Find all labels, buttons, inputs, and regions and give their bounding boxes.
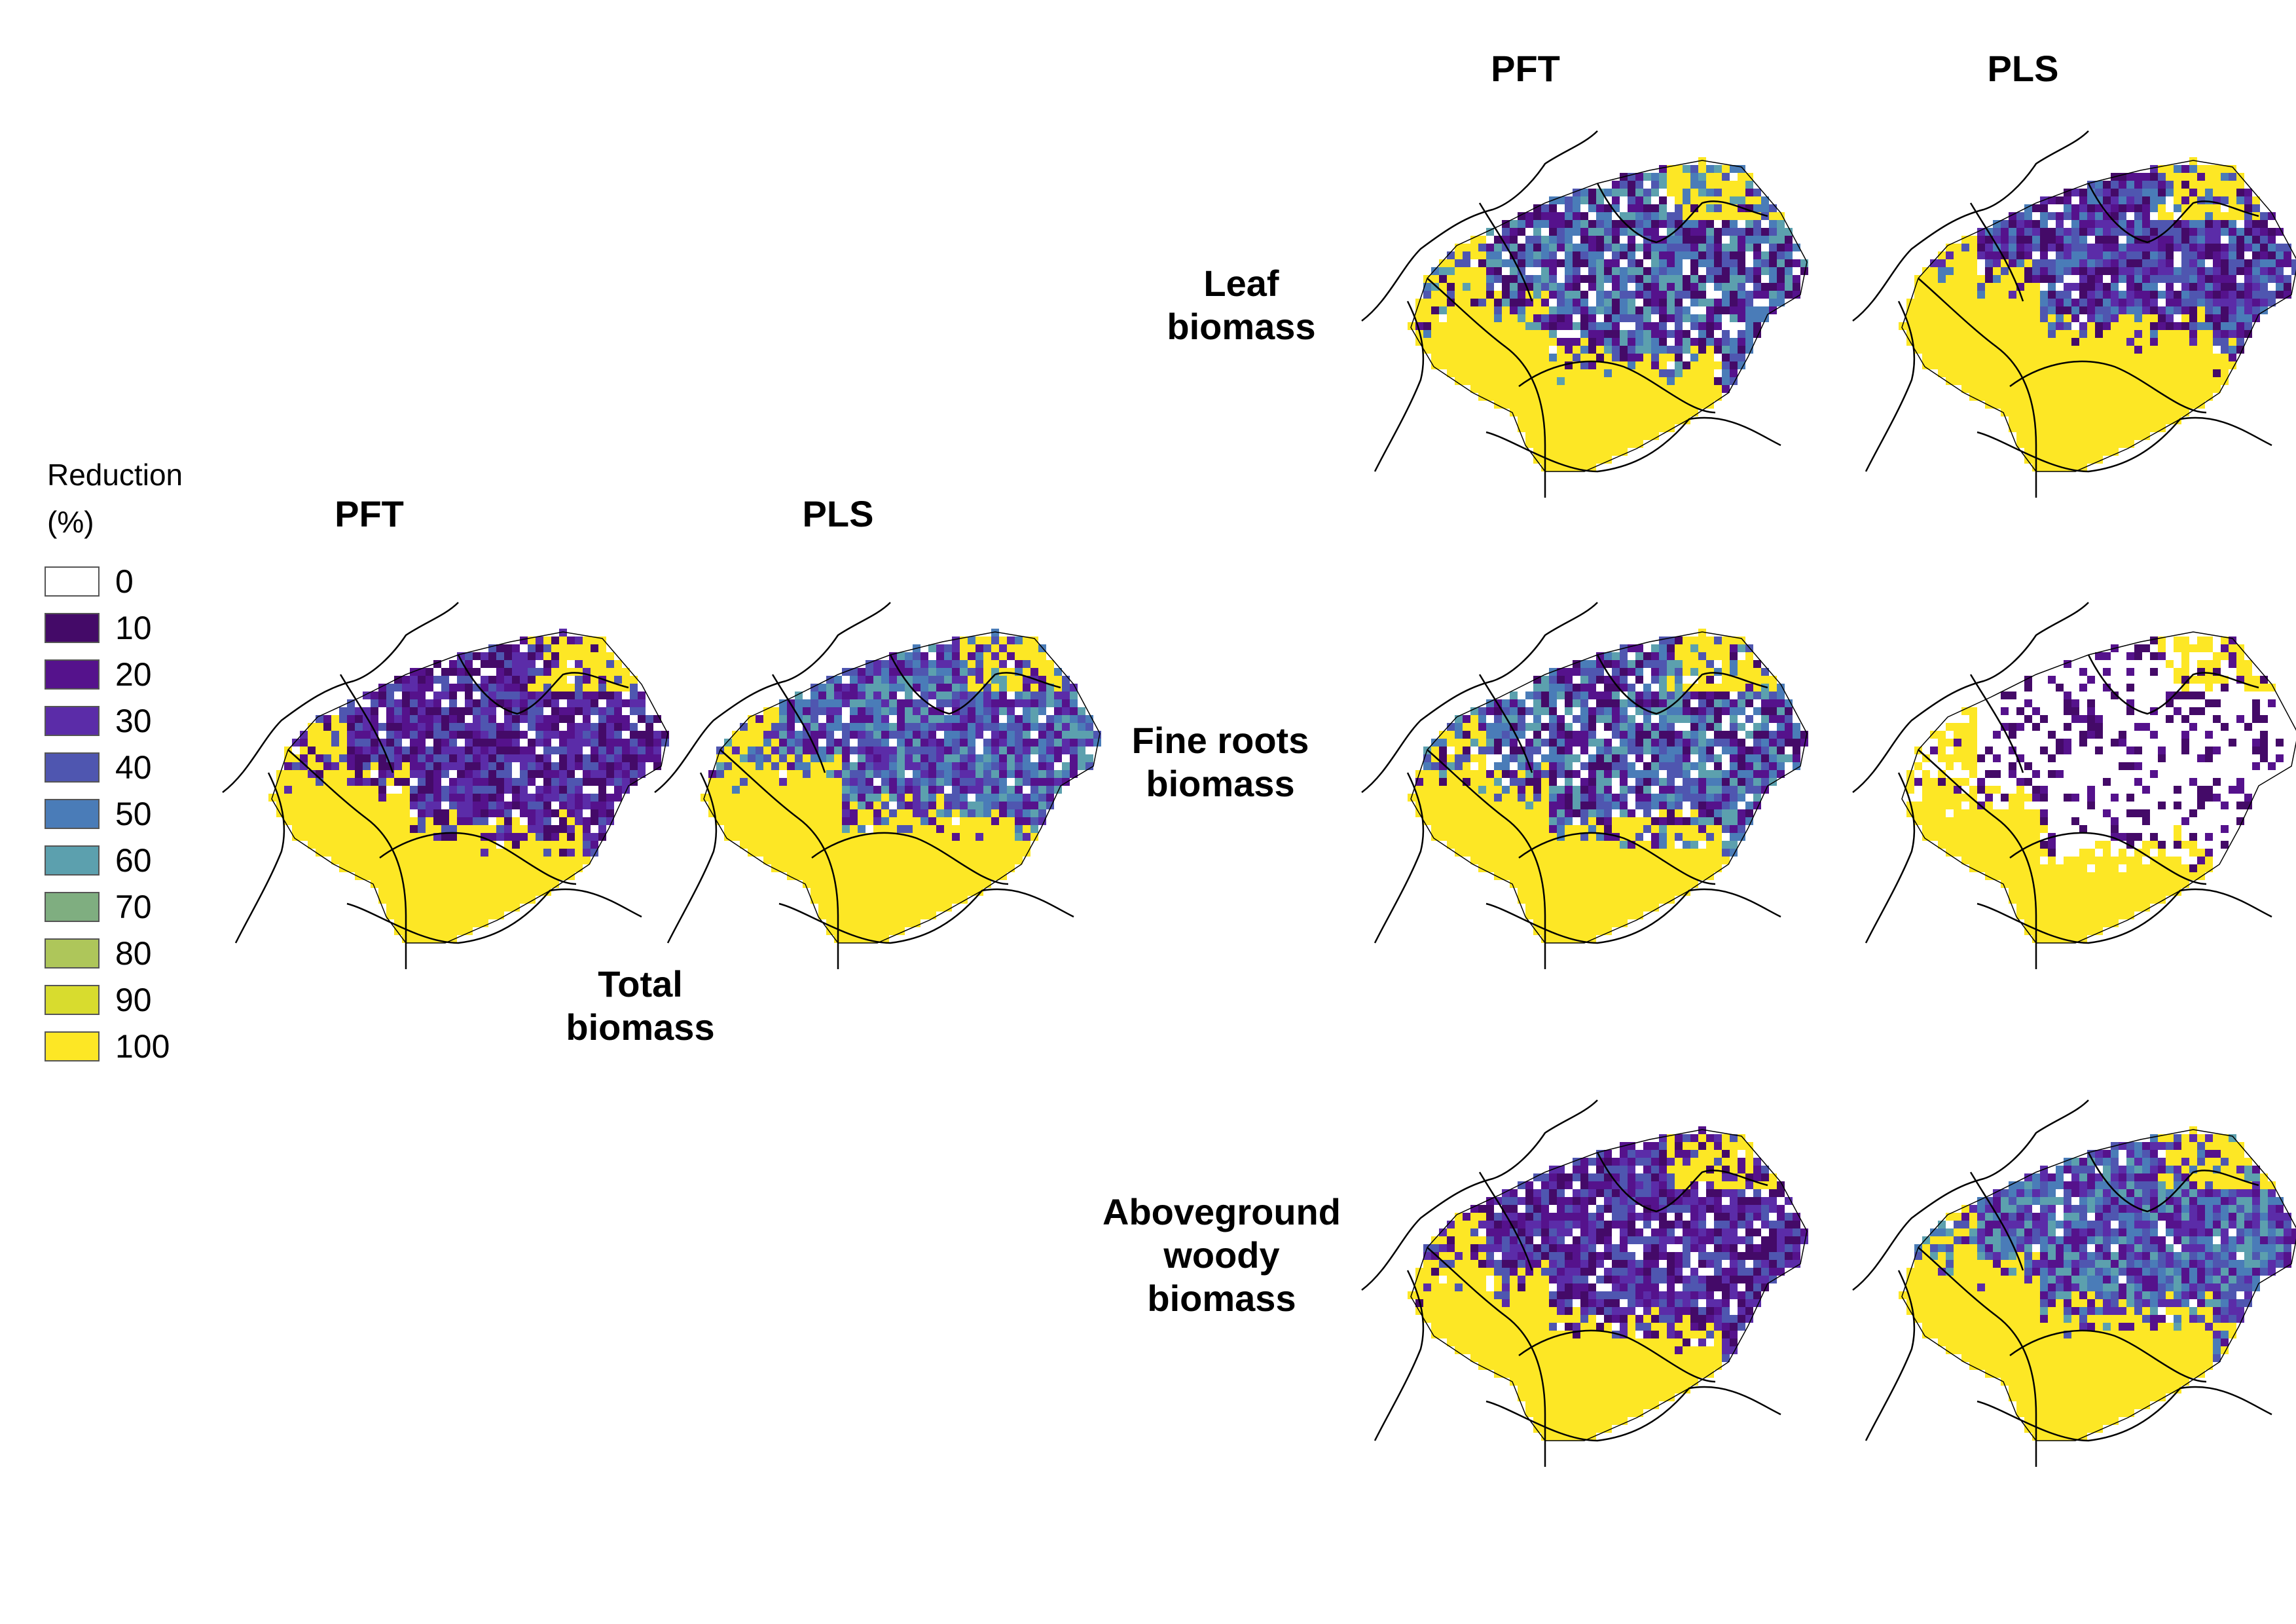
legend-label: 70: [115, 889, 152, 925]
legend-item: 10: [45, 610, 152, 646]
row-label-total-line1: Total: [598, 963, 683, 1005]
row-label-leaf: Leaf biomass: [1097, 262, 1385, 348]
row-label-fine-roots: Fine roots biomass: [1076, 719, 1364, 805]
legend-swatch: [45, 659, 100, 690]
row-label-leaf-line2: biomass: [1167, 306, 1316, 347]
legend-label: 60: [115, 842, 152, 879]
legend-swatch: [45, 1031, 100, 1061]
legend-label: 20: [115, 656, 152, 693]
header-total-pls: PLS: [802, 493, 874, 534]
map-leaf-pls: [1840, 105, 2296, 498]
legend-swatch: [45, 566, 100, 597]
row-label-leaf-line1: Leaf: [1203, 263, 1279, 304]
amazon-map: [1361, 602, 1808, 969]
legend-swatch: [45, 799, 100, 829]
legend-item: 30: [45, 703, 152, 739]
legend-unit: (%): [47, 505, 94, 539]
amazon-map: [1852, 1099, 2296, 1467]
legend-item: 90: [45, 982, 152, 1018]
legend-label: 0: [115, 563, 134, 600]
row-label-fine-roots-line2: biomass: [1146, 763, 1295, 804]
legend-item: 50: [45, 796, 152, 832]
legend-swatch: [45, 706, 100, 736]
legend-item: 0: [45, 563, 134, 600]
legend-label: 100: [115, 1028, 170, 1065]
header-right-pft: PFT: [1491, 48, 1560, 89]
legend-item: 80: [45, 935, 152, 972]
map-woody-pft: [1349, 1074, 1820, 1467]
header-right-pls: PLS: [1987, 48, 2059, 89]
row-label-fine-roots-line1: Fine roots: [1131, 720, 1309, 761]
map-total-pft: [210, 576, 681, 969]
amazon-map: [654, 602, 1101, 969]
row-label-woody-line3: biomass: [1147, 1278, 1296, 1319]
legend-label: 80: [115, 935, 152, 972]
amazon-map: [1852, 130, 2296, 498]
row-label-total: Total biomass: [496, 963, 784, 1049]
legend-swatch: [45, 892, 100, 922]
map-roots-pls: [1840, 576, 2296, 969]
legend-swatch: [45, 613, 100, 643]
legend-item: 100: [45, 1028, 170, 1065]
legend-item: 40: [45, 749, 152, 786]
amazon-map: [1361, 130, 1808, 498]
map-leaf-pft: [1349, 105, 1820, 498]
legend-swatch: [45, 845, 100, 876]
row-label-woody-line2: woody: [1163, 1234, 1280, 1276]
header-total-pft: PFT: [335, 493, 404, 534]
legend-swatch: [45, 752, 100, 783]
legend-label: 10: [115, 610, 152, 646]
row-label-woody-line1: Aboveground: [1102, 1191, 1341, 1232]
amazon-map: [1852, 602, 2296, 969]
legend-item: 20: [45, 656, 152, 693]
amazon-map: [1361, 1099, 1808, 1467]
map-woody-pls: [1840, 1074, 2296, 1467]
legend-item: 70: [45, 889, 152, 925]
legend-label: 30: [115, 703, 152, 739]
legend-swatch: [45, 985, 100, 1015]
legend-item: 60: [45, 842, 152, 879]
legend-label: 50: [115, 796, 152, 832]
map-total-pls: [642, 576, 1113, 969]
legend-swatch: [45, 938, 100, 969]
legend-label: 40: [115, 749, 152, 786]
row-label-woody: Aboveground woody biomass: [1078, 1190, 1366, 1320]
row-label-total-line2: biomass: [566, 1006, 715, 1048]
legend-label: 90: [115, 982, 152, 1018]
legend-title: Reduction: [47, 458, 183, 492]
map-roots-pft: [1349, 576, 1820, 969]
amazon-map: [222, 602, 669, 969]
